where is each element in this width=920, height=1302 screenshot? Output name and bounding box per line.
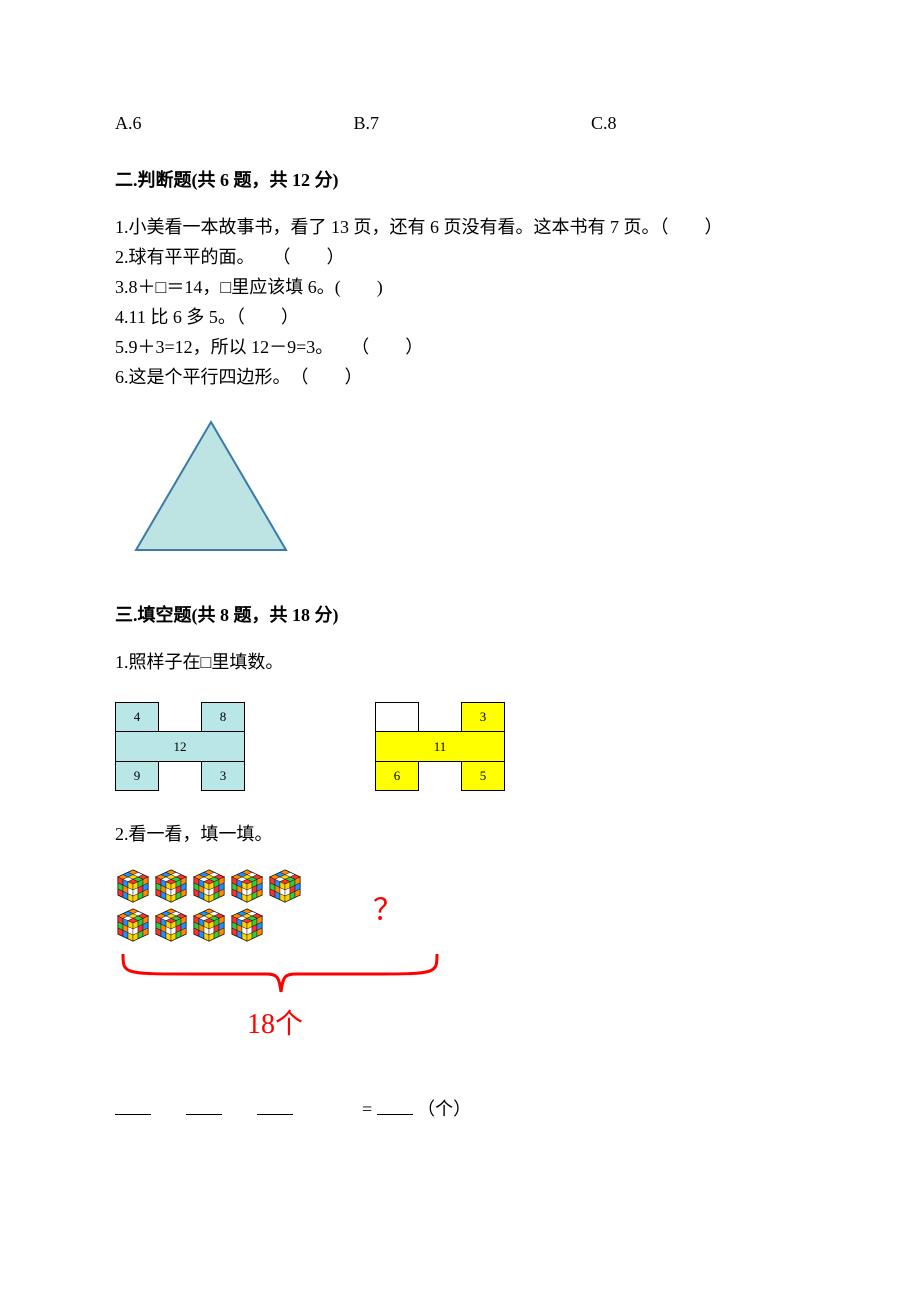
cube-icon (115, 907, 151, 943)
cube-icon (191, 868, 227, 904)
h2-br: 5 (461, 761, 505, 791)
triangle-shape (136, 422, 286, 550)
curly-bracket (115, 952, 805, 1010)
cube (191, 907, 227, 943)
choice-c: C.8 (591, 110, 617, 137)
blank-1[interactable] (115, 1100, 151, 1115)
equals-sign: = (362, 1099, 372, 1119)
s2-q2: 2.球有平平的面。 （ ） (115, 244, 805, 271)
cube (229, 907, 265, 943)
h2-bl: 6 (375, 761, 419, 791)
h2-tl (375, 702, 419, 732)
cube-icon (115, 868, 151, 904)
h1-mid: 12 (115, 731, 245, 762)
s3-q2: 2.看一看，填一填。 (115, 821, 805, 848)
cube-row (115, 907, 303, 943)
s2-q3: 3.8＋□＝14，□里应该填 6。( ) (115, 274, 805, 301)
cube (191, 868, 227, 904)
h-block-1: 4 8 12 9 3 (115, 702, 245, 791)
cube (115, 907, 151, 943)
cube (153, 868, 189, 904)
section-3-title: 三.填空题(共 8 题，共 18 分) (115, 602, 805, 629)
h-blocks-row: 4 8 12 9 3 3 11 6 5 (115, 702, 805, 791)
cube-icon (229, 868, 265, 904)
bracket-path (123, 954, 437, 992)
blank-3[interactable] (257, 1100, 293, 1115)
blank-4[interactable] (377, 1100, 413, 1115)
multiple-choice-row: A.6 B.7 C.8 (115, 110, 805, 137)
cube-icon (153, 907, 189, 943)
cube-icon (267, 868, 303, 904)
h1-tr: 8 (201, 702, 245, 732)
h1-tl: 4 (115, 702, 159, 732)
triangle-figure (131, 419, 805, 562)
h1-br: 3 (201, 761, 245, 791)
section-2-title: 二.判断题(共 6 题，共 12 分) (115, 167, 805, 194)
unit-label: （个） (417, 1099, 471, 1119)
cube-icon (153, 868, 189, 904)
s2-q4: 4.11 比 6 多 5。（ ） (115, 304, 805, 331)
s2-q5: 5.9＋3=12，所以 12－9=3。 （ ） (115, 334, 805, 361)
cubes-figure: ？ 18个 (115, 868, 805, 1046)
s3-q1: 1.照样子在□里填数。 (115, 649, 805, 676)
total-count-label: 18个 (115, 1004, 435, 1046)
cube-rows (115, 868, 303, 946)
cube-row (115, 868, 303, 904)
question-mark: ？ (373, 888, 403, 933)
cube (229, 868, 265, 904)
cube-icon (229, 907, 265, 943)
blank-2[interactable] (186, 1100, 222, 1115)
fill-equation: = （个） (115, 1096, 805, 1123)
choice-b: B.7 (354, 110, 380, 137)
h2-tr: 3 (461, 702, 505, 732)
s2-q6: 6.这是个平行四边形。 （ ） (115, 364, 805, 391)
cube (267, 868, 303, 904)
cube-icon (191, 907, 227, 943)
h2-mid: 11 (375, 731, 505, 762)
choice-a: A.6 (115, 110, 142, 137)
cube (153, 907, 189, 943)
cube (115, 868, 151, 904)
s2-q1: 1.小美看一本故事书，看了 13 页，还有 6 页没有看。这本书有 7 页。（ … (115, 214, 805, 241)
h1-bl: 9 (115, 761, 159, 791)
h-block-2: 3 11 6 5 (375, 702, 505, 791)
